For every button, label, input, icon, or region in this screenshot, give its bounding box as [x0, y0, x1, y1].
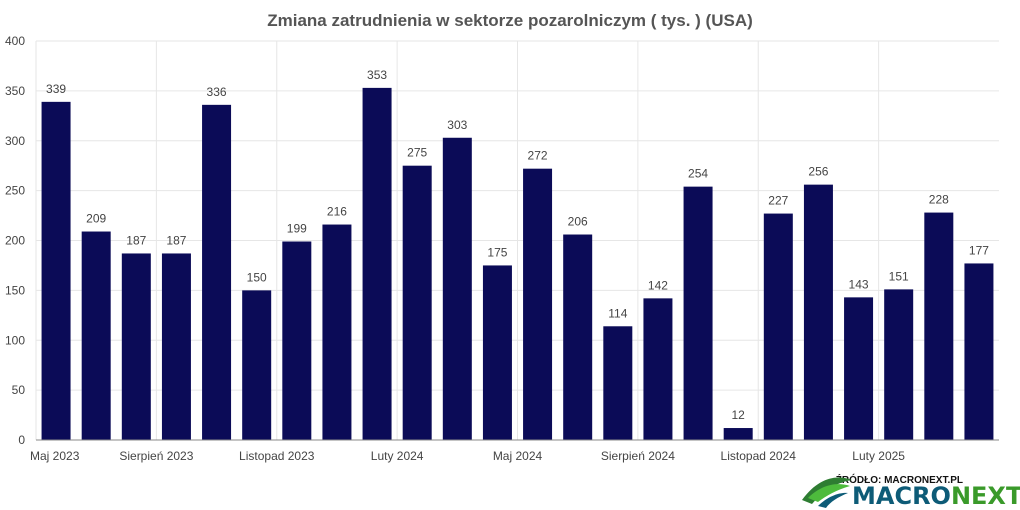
bar — [322, 224, 352, 440]
bar — [282, 241, 312, 440]
x-tick-label: Listopad 2023 — [239, 449, 315, 463]
bar — [482, 265, 512, 440]
y-tick-label: 350 — [5, 84, 25, 98]
swoosh-logo-icon — [802, 477, 852, 508]
data-label: 339 — [46, 82, 66, 96]
data-label: 12 — [732, 408, 746, 422]
bars — [41, 87, 994, 440]
x-axis-ticks: Maj 2023 Sierpień 2023 Listopad 2023 Luty 2… — [30, 449, 905, 463]
data-label: 216 — [327, 205, 347, 219]
bar — [844, 297, 874, 440]
data-label: 227 — [768, 194, 788, 208]
data-label: 177 — [969, 243, 989, 257]
data-label: 256 — [808, 165, 828, 179]
x-tick-label: Sierpień 2023 — [119, 449, 193, 463]
data-label: 187 — [166, 233, 186, 247]
bar — [41, 101, 71, 440]
y-tick-label: 250 — [5, 184, 25, 198]
bar — [161, 253, 191, 440]
data-label: 150 — [247, 270, 267, 284]
bar — [643, 298, 673, 440]
bar — [202, 104, 232, 440]
data-label: 187 — [126, 233, 146, 247]
y-tick-label: 100 — [5, 333, 25, 347]
bar — [442, 137, 472, 440]
bar — [362, 87, 392, 440]
y-tick-label: 150 — [5, 283, 25, 297]
data-label: 175 — [487, 245, 507, 259]
data-label: 209 — [86, 212, 106, 226]
data-label: 199 — [287, 221, 307, 235]
chart-title: Zmiana zatrudnienia w sektorze pozarolni… — [267, 11, 753, 30]
data-label: 336 — [207, 85, 227, 99]
x-tick-label: Maj 2024 — [493, 449, 543, 463]
bar — [723, 428, 753, 440]
x-tick-label: Listopad 2024 — [721, 449, 797, 463]
grid — [35, 40, 999, 440]
bar — [763, 213, 793, 440]
bar — [884, 289, 914, 440]
bar — [803, 184, 833, 440]
source-logo: ŹRÓDŁO: MACRONEXT.PL MACRONEXT — [802, 473, 1020, 510]
y-tick-label: 300 — [5, 134, 25, 148]
source-note: ŹRÓDŁO: MACRONEXT.PL — [836, 473, 963, 486]
bar — [924, 212, 954, 440]
bar — [402, 165, 432, 440]
data-label: 143 — [849, 277, 869, 291]
bar — [81, 231, 111, 440]
y-axis-ticks: 0 50 100 150 200 250 300 350 400 — [5, 34, 25, 447]
data-label: 254 — [688, 167, 708, 181]
data-label: 151 — [889, 269, 909, 283]
y-tick-label: 400 — [5, 34, 25, 48]
bar — [683, 186, 713, 440]
y-tick-label: 50 — [12, 383, 26, 397]
data-label: 206 — [568, 215, 588, 229]
bar — [523, 168, 553, 440]
data-label: 275 — [407, 146, 427, 160]
data-labels: 339 209 187 187 336 150 199 216 353 275 303 175 272 2… — [46, 68, 989, 422]
data-label: 142 — [648, 278, 668, 292]
data-label: 353 — [367, 68, 387, 82]
y-tick-label: 200 — [5, 234, 25, 248]
x-tick-label: Maj 2023 — [30, 449, 80, 463]
data-label: 114 — [608, 306, 627, 320]
data-label: 303 — [447, 118, 467, 132]
y-tick-label: 0 — [18, 433, 25, 447]
bar — [121, 253, 151, 440]
bar — [964, 263, 994, 440]
x-tick-label: Sierpień 2024 — [601, 449, 675, 463]
bar — [563, 234, 593, 440]
bar — [603, 326, 633, 440]
data-label: 272 — [528, 149, 548, 163]
bar — [242, 290, 272, 440]
logo-text: MACRONEXT — [852, 482, 1020, 510]
x-tick-label: Luty 2024 — [371, 449, 424, 463]
data-label: 228 — [929, 193, 949, 207]
x-tick-label: Luty 2025 — [852, 449, 905, 463]
